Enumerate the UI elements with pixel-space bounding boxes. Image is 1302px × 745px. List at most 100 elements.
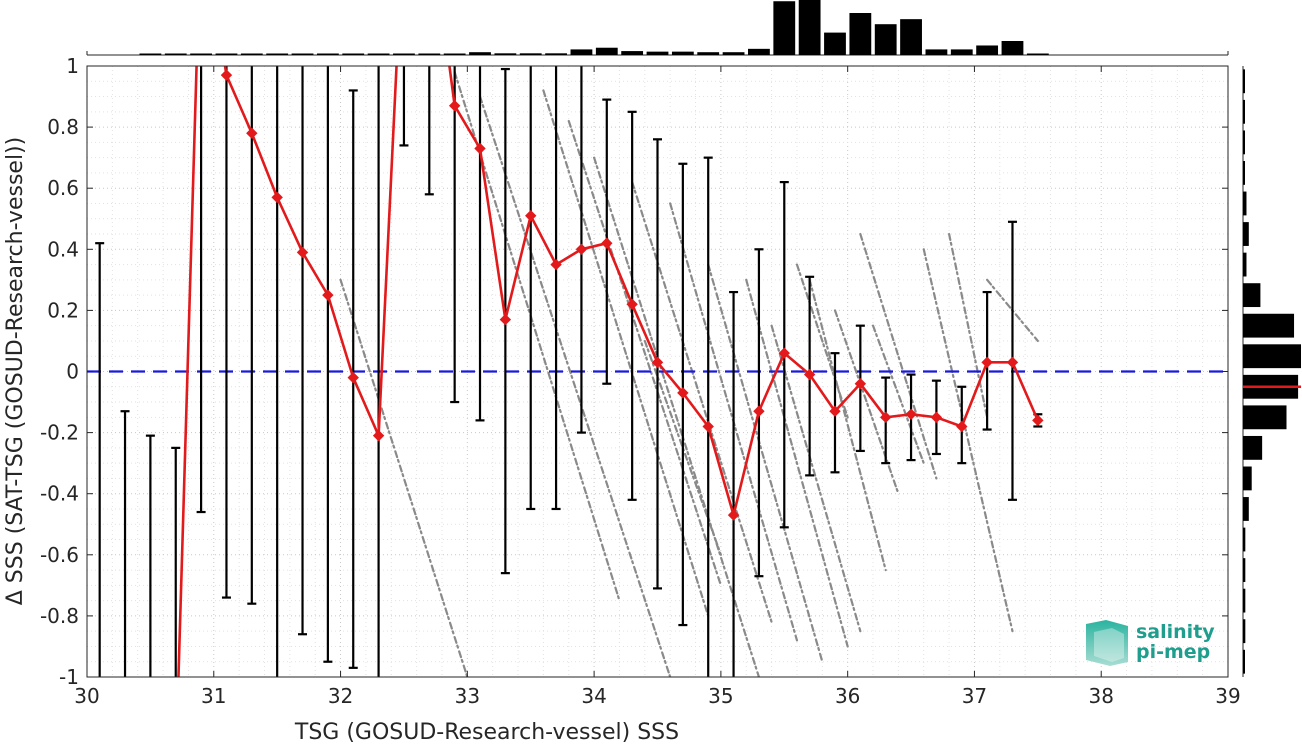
y-tick-label: -0.2 (40, 421, 79, 445)
scatter-streak (631, 180, 773, 624)
top-histogram-bar (418, 53, 441, 55)
right-histogram-bar (1243, 619, 1246, 644)
top-histogram-bar (900, 19, 922, 55)
series-point (803, 368, 816, 381)
series-point (474, 142, 486, 155)
scatter-streak (567, 119, 722, 587)
series-point (372, 429, 385, 442)
series-point (1006, 356, 1019, 369)
series-point (448, 100, 461, 112)
series-point (220, 69, 233, 81)
x-tick-label: 36 (835, 684, 860, 708)
scatter-streak (947, 232, 989, 419)
top-histogram-bar (697, 52, 720, 55)
series-point (727, 509, 740, 521)
series-point (322, 289, 334, 301)
series-point (981, 356, 993, 369)
y-tick-label: -0.8 (40, 604, 79, 628)
x-tick-label: 39 (1215, 684, 1240, 708)
mean-series (177, 66, 1044, 677)
right-histogram (1242, 66, 1301, 677)
right-histogram-bar (1243, 405, 1287, 430)
scatter-streak (707, 263, 824, 663)
top-histogram-bar (240, 53, 263, 55)
top-histogram (86, 0, 1229, 56)
x-tick-label: 31 (201, 684, 226, 708)
top-histogram-bar (621, 51, 644, 55)
series-point (347, 371, 359, 384)
right-histogram-bar (1243, 99, 1245, 124)
scatter-streak (795, 263, 849, 419)
y-tick-label: 0.4 (47, 237, 79, 261)
logo-mark-icon (1086, 620, 1128, 666)
right-histogram-bar (1243, 313, 1295, 338)
top-histogram-bar (469, 52, 491, 55)
top-histogram-bar (798, 0, 821, 55)
series-point (854, 378, 867, 390)
right-histogram-bar (1243, 69, 1245, 94)
y-tick-label: 0.8 (47, 115, 79, 139)
series-point (525, 209, 537, 222)
x-tick-label: 32 (328, 684, 353, 708)
series-point (879, 411, 892, 424)
top-histogram-bar (595, 47, 618, 55)
x-tick-label: 38 (1088, 684, 1113, 708)
series-point (753, 405, 765, 417)
series-point (930, 411, 943, 424)
right-histogram-bar (1243, 161, 1245, 185)
top-histogram-bar (925, 49, 948, 55)
right-histogram-bar (1243, 588, 1246, 613)
series-point (702, 420, 714, 433)
top-histogram-bar (849, 13, 872, 55)
scatter-streak (922, 248, 1014, 633)
scatter-streak (871, 324, 925, 465)
x-axis-label: TSG (GOSUD-Research-vessel) SSS (294, 720, 679, 745)
top-histogram-bar (190, 53, 213, 55)
top-histogram-bar (950, 49, 973, 55)
right-histogram-bar (1243, 497, 1249, 521)
top-histogram-bar (824, 32, 846, 55)
top-histogram-bar (722, 52, 745, 55)
series-point (246, 127, 258, 139)
y-tick-label: -0.6 (40, 543, 79, 567)
top-histogram-bar (1026, 53, 1049, 55)
axis-ticks: 30 31 32 33 34 35 36 37 38 39 -1 -0.8 -0.6 -0.4 -0.2 0 0… (40, 54, 1241, 708)
top-histogram-bar (139, 53, 162, 55)
scatter-streak (542, 89, 710, 618)
top-histogram-bar (671, 51, 694, 55)
top-histogram-bar (316, 53, 339, 55)
logo-text-line2: pi-mep (1136, 641, 1210, 663)
logo-text-line1: salinity (1136, 621, 1215, 643)
y-tick-label: -1 (59, 665, 79, 689)
y-tick-label: 0 (66, 360, 79, 384)
right-histogram-bar (1243, 283, 1261, 308)
scatter-streak (745, 278, 849, 648)
x-tick-label: 34 (581, 684, 606, 708)
right-histogram-bar (1243, 130, 1245, 155)
right-histogram-bar (1243, 527, 1246, 552)
scatter-streak (859, 232, 938, 480)
top-histogram-bar (1001, 41, 1024, 55)
x-tick-label: 30 (74, 684, 99, 708)
series-point (296, 246, 309, 259)
right-histogram-bar (1243, 222, 1249, 246)
top-histogram-bar (443, 53, 466, 55)
top-histogram-bar (393, 53, 415, 55)
series-point (601, 237, 613, 249)
top-histogram-bar (570, 49, 593, 55)
series-point (499, 313, 512, 326)
x-tick-label: 35 (708, 684, 733, 708)
series-point (651, 356, 664, 369)
top-histogram-bar (545, 53, 567, 55)
x-tick-label: 37 (962, 684, 987, 708)
series-point (550, 258, 562, 271)
series-point (778, 347, 790, 359)
y-tick-label: 0.2 (47, 298, 79, 322)
top-histogram-bar (494, 53, 517, 55)
right-histogram-bar (1243, 558, 1246, 582)
top-histogram-bar (215, 53, 238, 55)
top-histogram-bar (342, 53, 365, 55)
scatter-streak (593, 156, 761, 677)
right-histogram-bar (1243, 344, 1301, 369)
top-histogram-bar (976, 45, 999, 55)
